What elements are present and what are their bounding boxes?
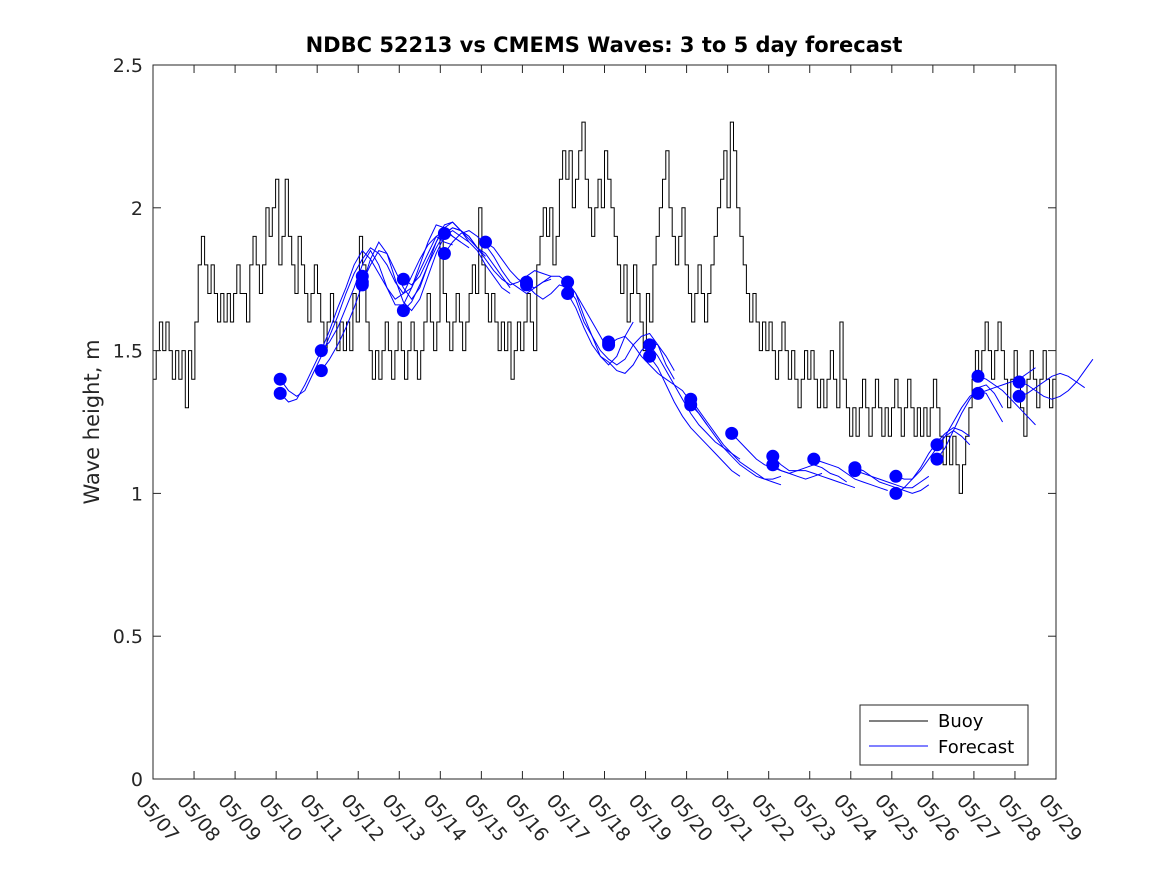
forecast-run-line xyxy=(854,467,930,489)
y-tick-label: 0 xyxy=(131,769,143,791)
forecast-marker xyxy=(355,278,369,292)
forecast-marker xyxy=(520,278,533,292)
forecast-run-line xyxy=(444,227,552,286)
forecast-run-line xyxy=(977,375,1036,426)
chart-title: NDBC 52213 vs CMEMS Waves: 3 to 5 day fo… xyxy=(306,33,903,57)
buoy-line xyxy=(153,121,1056,494)
marker-layer xyxy=(273,227,1026,500)
forecast-run-line xyxy=(443,230,552,295)
y-tick-label: 2 xyxy=(131,198,143,220)
forecast-run-line xyxy=(854,470,930,494)
forecast-run-line xyxy=(1018,372,1085,397)
forecast-run-line xyxy=(320,224,462,351)
forecast-marker xyxy=(314,364,328,378)
forecast-marker xyxy=(807,452,821,466)
forecast-marker xyxy=(643,349,657,363)
forecast-marker xyxy=(889,469,903,483)
legend-box xyxy=(859,704,1029,766)
legend: Buoy Forecast xyxy=(859,704,1029,766)
forecast-marker xyxy=(396,272,410,286)
forecast-marker xyxy=(848,464,862,478)
y-tick-label: 0.5 xyxy=(113,626,143,648)
forecast-marker xyxy=(684,398,698,412)
forecast-run-line xyxy=(567,293,675,374)
forecast-marker xyxy=(1012,375,1026,389)
forecast-marker xyxy=(1012,389,1026,403)
legend-label-buoy: Buoy xyxy=(938,711,984,732)
forecast-run-line xyxy=(772,464,847,483)
forecast-run-line xyxy=(936,390,1004,446)
forecast-marker xyxy=(437,247,451,260)
forecast-marker xyxy=(561,275,575,289)
forecast-run-line xyxy=(772,455,856,489)
forecast-marker xyxy=(971,386,985,400)
forecast-marker xyxy=(930,452,944,466)
forecast-marker xyxy=(273,386,287,400)
forecast-run-line xyxy=(813,458,888,491)
y-tick-label: 1 xyxy=(131,483,143,505)
forecast-marker xyxy=(273,372,287,386)
forecast-run-line xyxy=(977,367,1036,394)
forecast-run-line xyxy=(567,281,675,380)
forecast-marker xyxy=(971,369,985,383)
y-axis-label: Wave height, m xyxy=(80,339,104,504)
y-tick-label: 1.5 xyxy=(113,341,143,363)
forecast-marker xyxy=(479,235,492,249)
forecast-run-line xyxy=(936,384,1004,460)
forecast-marker xyxy=(437,227,451,240)
forecast-marker xyxy=(396,304,410,318)
forecast-run-line xyxy=(649,356,741,477)
forecast-marker xyxy=(725,426,739,440)
buoy-layer xyxy=(153,121,1056,494)
forecast-marker xyxy=(889,486,903,500)
forecast-marker xyxy=(314,344,328,358)
forecast-run-line xyxy=(526,284,634,366)
forecast-marker xyxy=(561,287,575,300)
y-axis-ticks: 0 0.5 1 1.5 2 2.5 xyxy=(113,55,1056,791)
forecast-run-line xyxy=(485,241,610,351)
legend-label-forecast: Forecast xyxy=(938,737,1014,758)
forecast-marker xyxy=(643,338,657,352)
forecast-marker xyxy=(766,458,780,472)
plot-area xyxy=(152,64,1094,780)
forecast-run-line xyxy=(690,404,782,480)
forecast-run-line xyxy=(895,429,971,480)
forecast-layer xyxy=(279,221,1094,494)
forecast-marker xyxy=(602,338,616,352)
forecast-run-line xyxy=(403,221,511,294)
forecast-marker xyxy=(930,438,944,452)
y-tick-label: 2.5 xyxy=(113,55,143,77)
